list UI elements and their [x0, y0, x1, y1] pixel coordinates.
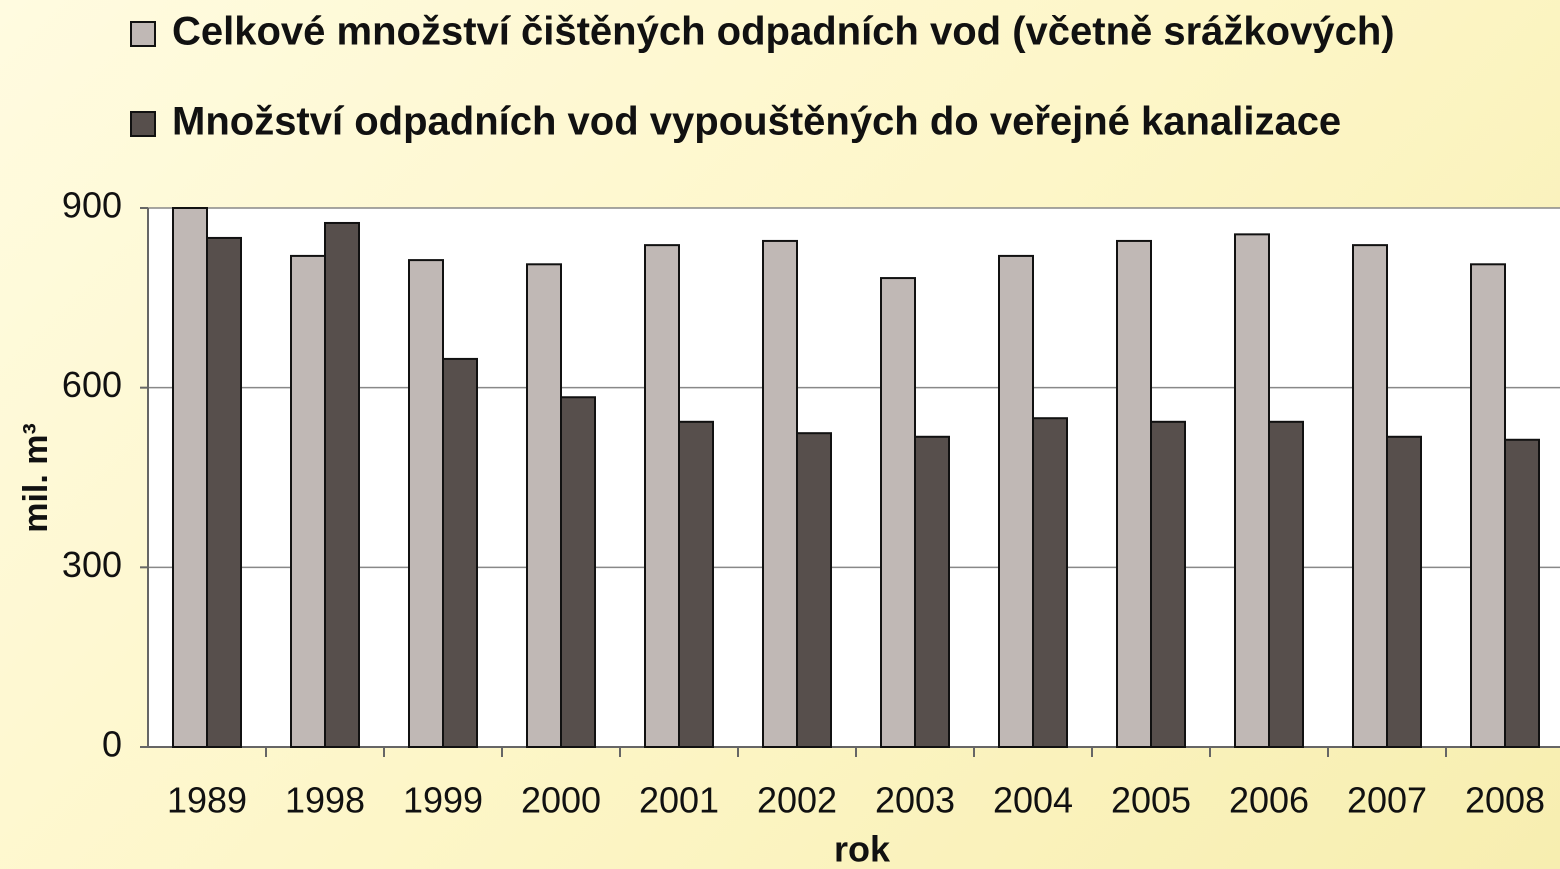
x-tick-label: 2001	[639, 780, 719, 821]
bar	[1032, 417, 1068, 748]
bar	[560, 396, 596, 748]
bar	[1234, 233, 1270, 748]
bar	[408, 259, 444, 748]
y-axis-label: mil. m³	[17, 423, 55, 533]
legend-label: Celkové množství čištěných odpadních vod…	[172, 10, 1395, 54]
bar	[678, 420, 714, 748]
bar	[206, 236, 242, 748]
x-tick-label: 1989	[167, 780, 247, 821]
bar	[1504, 438, 1540, 748]
x-tick-label: 2008	[1465, 780, 1545, 821]
x-tick-label: 2005	[1111, 780, 1191, 821]
x-tick-label: 2000	[521, 780, 601, 821]
x-tick-label: 2003	[875, 780, 955, 821]
bar	[880, 277, 916, 748]
y-tick-label: 300	[62, 544, 122, 585]
bar	[762, 239, 798, 748]
bar	[1268, 420, 1304, 748]
bar	[1352, 244, 1388, 748]
bar	[914, 435, 950, 748]
x-tick-label: 2007	[1347, 780, 1427, 821]
x-tick-label: 2004	[993, 780, 1073, 821]
bar	[442, 357, 478, 748]
legend-swatch	[130, 21, 156, 47]
x-tick-label: 1999	[403, 780, 483, 821]
x-tick-label: 2006	[1229, 780, 1309, 821]
y-tick-label: 0	[102, 724, 122, 765]
bar	[526, 263, 562, 748]
bar	[796, 432, 832, 748]
bar	[172, 207, 208, 748]
plot-area	[148, 208, 1560, 747]
x-axis-label: rok	[834, 829, 891, 869]
legend-label: Množství odpadních vod vypouštěných do v…	[172, 100, 1341, 144]
bar	[1150, 420, 1186, 748]
bar	[290, 254, 326, 749]
bar	[1386, 435, 1422, 748]
y-tick-label: 600	[62, 364, 122, 405]
bar	[998, 254, 1034, 749]
bar	[324, 221, 360, 748]
x-tick-label: 1998	[285, 780, 365, 821]
y-tick-label: 900	[62, 185, 122, 226]
legend-swatch	[130, 111, 156, 137]
bar	[1470, 263, 1506, 748]
bar	[644, 244, 680, 748]
x-tick-label: 2002	[757, 780, 837, 821]
bar	[1116, 239, 1152, 748]
